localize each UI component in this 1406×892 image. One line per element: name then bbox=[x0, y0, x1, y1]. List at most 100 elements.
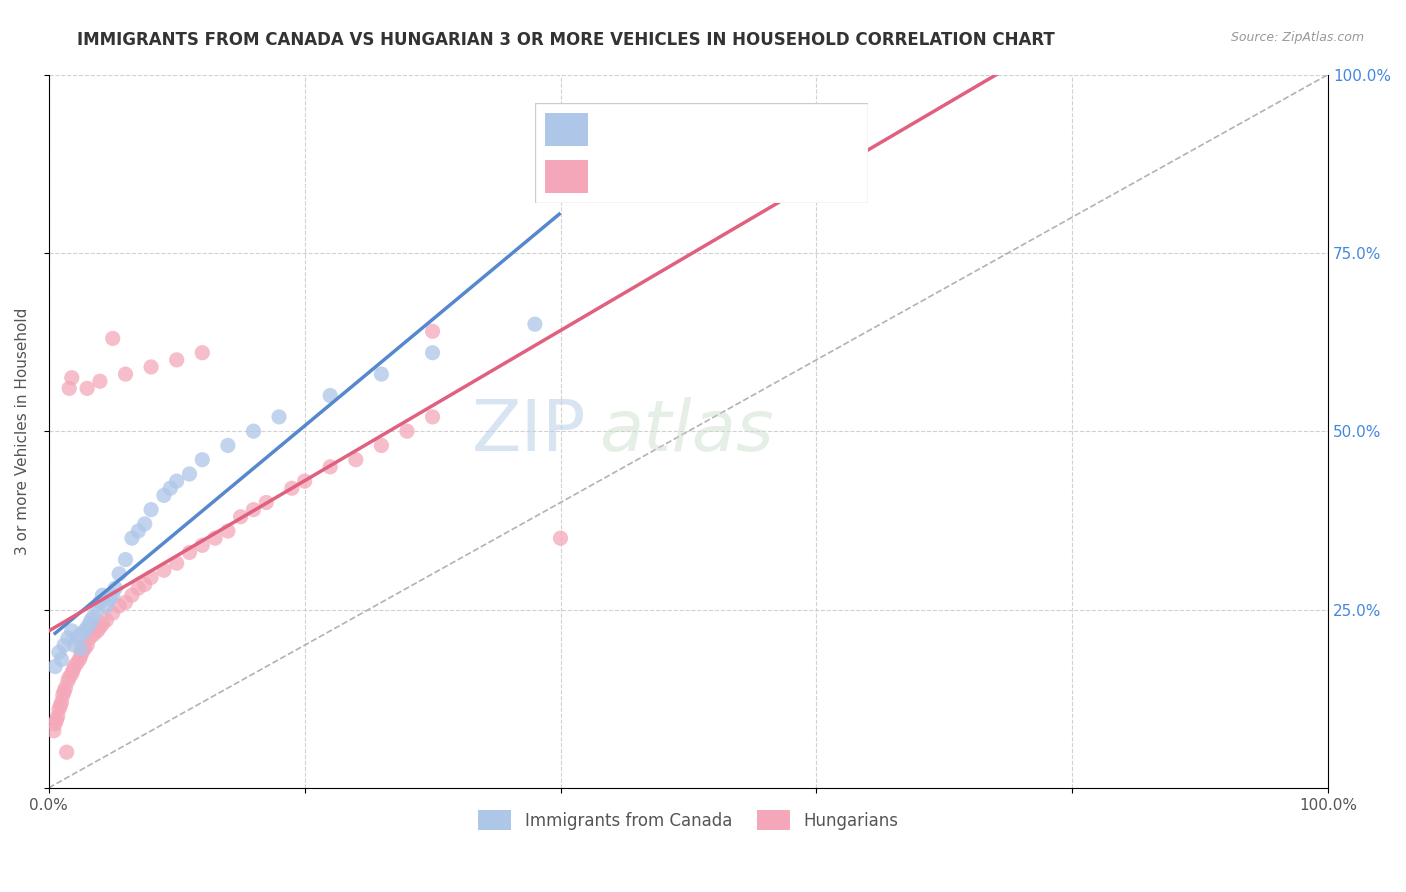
Point bbox=[60, 624, 83, 638]
Point bbox=[523, 317, 546, 331]
Point bbox=[422, 345, 444, 359]
Point bbox=[191, 538, 214, 552]
Point bbox=[179, 467, 201, 481]
Point bbox=[370, 438, 392, 452]
Point bbox=[139, 570, 162, 584]
Point bbox=[370, 367, 392, 381]
Point bbox=[51, 652, 73, 666]
Point bbox=[114, 552, 136, 566]
Point bbox=[53, 638, 76, 652]
Point bbox=[166, 474, 188, 488]
Point bbox=[89, 620, 111, 634]
Point bbox=[76, 638, 98, 652]
Point bbox=[91, 588, 114, 602]
Point bbox=[159, 481, 181, 495]
Point bbox=[153, 488, 176, 502]
Point bbox=[52, 688, 75, 702]
Point bbox=[76, 381, 98, 395]
Point bbox=[101, 588, 124, 602]
Point bbox=[69, 627, 91, 641]
Point bbox=[66, 631, 89, 645]
Text: IMMIGRANTS FROM CANADA VS HUNGARIAN 3 OR MORE VEHICLES IN HOUSEHOLD CORRELATION : IMMIGRANTS FROM CANADA VS HUNGARIAN 3 OR… bbox=[77, 31, 1054, 49]
Point bbox=[70, 645, 93, 659]
Point bbox=[127, 581, 149, 595]
Point bbox=[395, 424, 418, 438]
Point bbox=[63, 659, 86, 673]
Point bbox=[44, 659, 66, 673]
Legend: Immigrants from Canada, Hungarians: Immigrants from Canada, Hungarians bbox=[465, 797, 912, 844]
Point bbox=[242, 502, 264, 516]
Point bbox=[134, 516, 156, 531]
Point bbox=[45, 713, 67, 727]
Point bbox=[166, 352, 188, 367]
Point bbox=[101, 331, 124, 345]
Point bbox=[46, 709, 69, 723]
Point bbox=[73, 624, 96, 638]
Text: Source: ZipAtlas.com: Source: ZipAtlas.com bbox=[1230, 31, 1364, 45]
Point bbox=[127, 524, 149, 538]
Point bbox=[294, 474, 316, 488]
Point bbox=[44, 716, 66, 731]
Point bbox=[179, 545, 201, 559]
Point bbox=[62, 663, 84, 677]
Text: atlas: atlas bbox=[599, 397, 773, 466]
Point bbox=[69, 652, 91, 666]
Point bbox=[63, 638, 86, 652]
Point bbox=[48, 645, 70, 659]
Point bbox=[139, 359, 162, 374]
Point bbox=[86, 602, 108, 616]
Point bbox=[73, 641, 96, 656]
Point bbox=[60, 666, 83, 681]
Point bbox=[108, 599, 131, 613]
Point bbox=[204, 531, 226, 545]
Point bbox=[550, 531, 572, 545]
Point bbox=[53, 684, 76, 698]
Point bbox=[191, 345, 214, 359]
Point bbox=[217, 438, 239, 452]
Point bbox=[86, 624, 108, 638]
Point bbox=[108, 566, 131, 581]
Point bbox=[104, 581, 127, 595]
Point bbox=[422, 409, 444, 424]
Point bbox=[60, 370, 83, 384]
Point bbox=[69, 641, 91, 656]
Point bbox=[58, 381, 80, 395]
Point bbox=[344, 452, 367, 467]
Text: ZIP: ZIP bbox=[471, 397, 586, 466]
Point bbox=[319, 388, 342, 402]
Point bbox=[281, 481, 304, 495]
Point bbox=[79, 631, 101, 645]
Point bbox=[121, 588, 143, 602]
Point bbox=[422, 324, 444, 338]
Point bbox=[56, 673, 79, 688]
Point bbox=[89, 374, 111, 388]
Point bbox=[153, 563, 176, 577]
Point bbox=[134, 577, 156, 591]
Point bbox=[58, 670, 80, 684]
Point bbox=[319, 459, 342, 474]
Point bbox=[83, 627, 105, 641]
Point bbox=[217, 524, 239, 538]
Point bbox=[242, 424, 264, 438]
Point bbox=[121, 531, 143, 545]
Point bbox=[51, 695, 73, 709]
Point bbox=[80, 613, 103, 627]
Point bbox=[69, 648, 91, 663]
Point bbox=[101, 606, 124, 620]
Point bbox=[191, 452, 214, 467]
Point bbox=[114, 367, 136, 381]
Point bbox=[83, 609, 105, 624]
Point bbox=[42, 723, 65, 738]
Point bbox=[55, 745, 77, 759]
Point bbox=[114, 595, 136, 609]
Point bbox=[267, 409, 290, 424]
Point bbox=[56, 631, 79, 645]
Point bbox=[89, 595, 111, 609]
Y-axis label: 3 or more Vehicles in Household: 3 or more Vehicles in Household bbox=[15, 308, 30, 555]
Point bbox=[229, 509, 252, 524]
Point bbox=[254, 495, 277, 509]
Point bbox=[91, 616, 114, 631]
Point bbox=[96, 599, 118, 613]
Point bbox=[98, 591, 121, 606]
Point bbox=[139, 502, 162, 516]
